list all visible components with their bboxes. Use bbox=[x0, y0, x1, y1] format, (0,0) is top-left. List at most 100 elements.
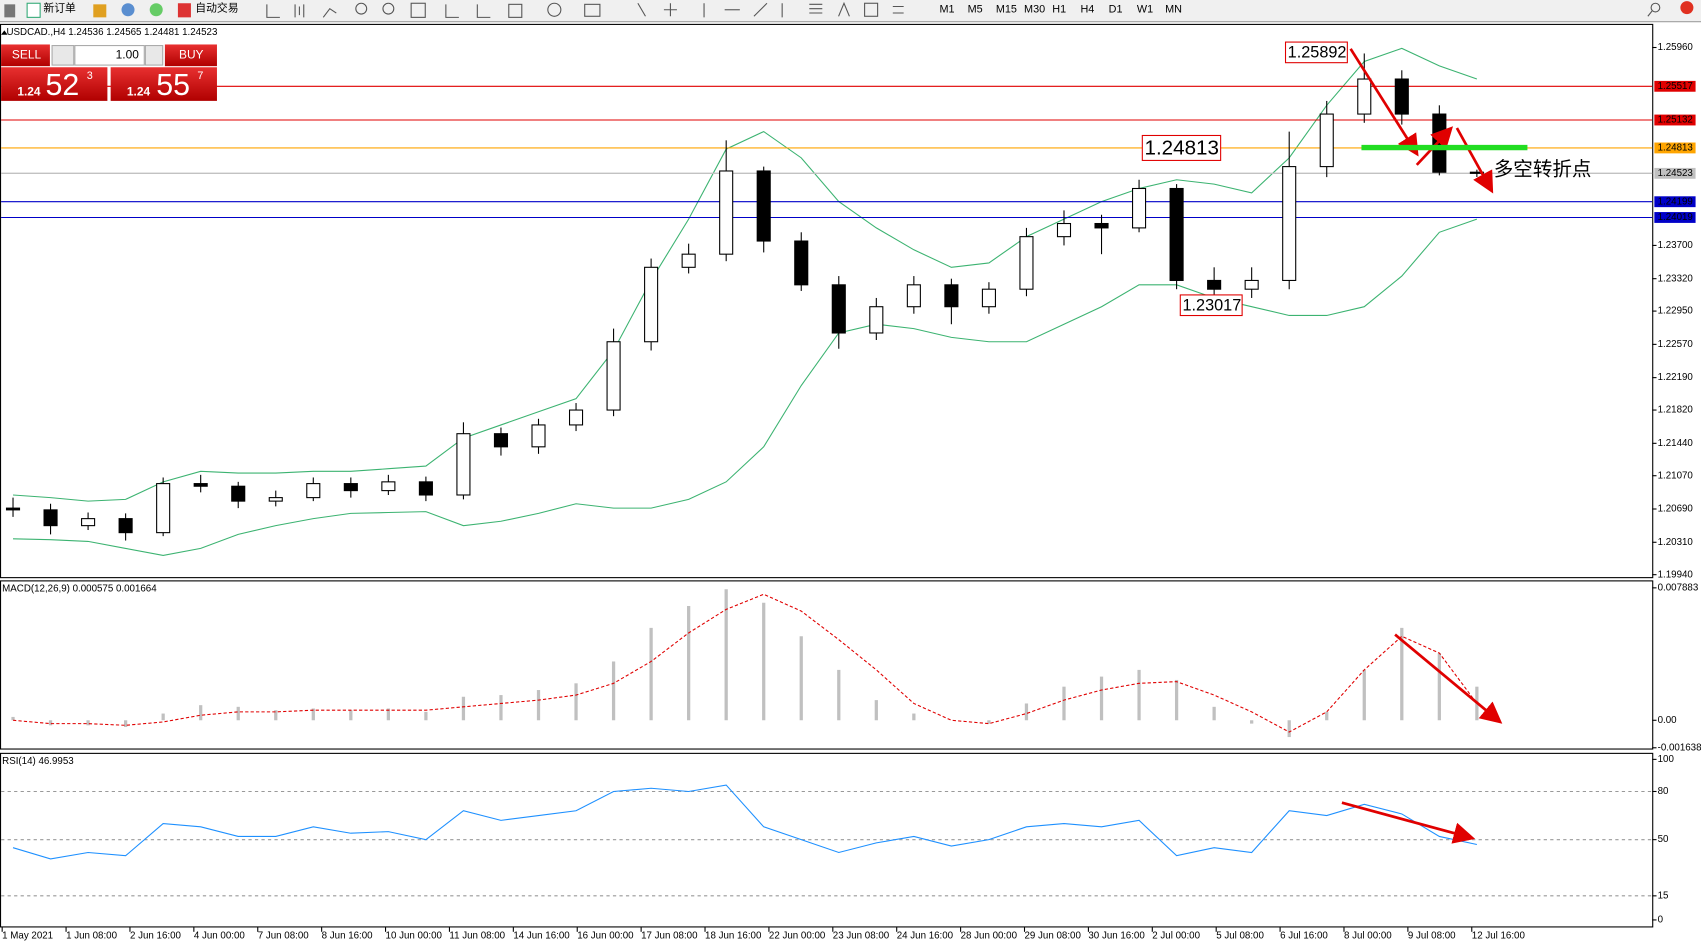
y-tick-label: 1.23700 bbox=[1658, 240, 1694, 251]
price-annotation-box bbox=[1141, 134, 1222, 161]
pivot-note: 多空转折点 bbox=[1494, 158, 1592, 180]
candle-body bbox=[1132, 187, 1147, 229]
x-tick-label: 17 Jun 08:00 bbox=[641, 931, 698, 942]
y-tick-label: 0.007883 bbox=[1658, 582, 1699, 593]
buy-price-box[interactable] bbox=[110, 67, 217, 101]
candle-body bbox=[381, 481, 396, 492]
price-level-tag bbox=[1654, 167, 1696, 179]
macd-signal bbox=[12, 593, 1478, 733]
sell-price-box[interactable] bbox=[1, 67, 108, 101]
price-level-label: 1.24813 bbox=[1658, 143, 1693, 154]
candle-body bbox=[869, 306, 884, 334]
x-tick-label: 14 Jun 16:00 bbox=[513, 931, 570, 942]
price-annotation-box bbox=[1179, 294, 1243, 317]
new-order-icon[interactable] bbox=[26, 2, 41, 18]
candle-body bbox=[831, 284, 846, 334]
lot-value[interactable]: 1.00 bbox=[116, 47, 140, 61]
candle-body bbox=[81, 518, 96, 527]
y-tick-label: 1.22190 bbox=[1658, 372, 1694, 383]
main-chart-frame bbox=[0, 23, 1654, 579]
new-order-button[interactable]: 新订单 bbox=[43, 1, 76, 15]
macd-frame bbox=[0, 580, 1654, 750]
lot-down[interactable] bbox=[51, 45, 75, 66]
price-level-tag bbox=[1654, 142, 1696, 154]
timeframe-button[interactable]: H4 bbox=[1080, 4, 1094, 16]
price-level-label: 1.24523 bbox=[1658, 168, 1693, 179]
rsi-title: RSI(14) 46.9953 bbox=[2, 756, 74, 767]
candle-body bbox=[568, 409, 584, 426]
candle-body bbox=[719, 170, 734, 255]
y-tick-label: 0.00 bbox=[1658, 715, 1678, 726]
timeframe-button[interactable]: M30 bbox=[1024, 4, 1045, 16]
toolbar-icon[interactable] bbox=[149, 3, 163, 17]
x-tick-label: 30 Jun 16:00 bbox=[1088, 931, 1145, 942]
auto-trading-button[interactable]: 自动交易 bbox=[195, 1, 238, 15]
timeframe-button[interactable]: D1 bbox=[1109, 4, 1123, 16]
candle-body bbox=[981, 288, 996, 308]
candle-body bbox=[493, 433, 509, 448]
annotation-arrows bbox=[1341, 48, 1503, 844]
y-tick-label: 1.25960 bbox=[1658, 42, 1694, 53]
candle-body bbox=[1169, 187, 1184, 281]
toolbar-icon[interactable] bbox=[121, 3, 135, 17]
toolbar-icon[interactable] bbox=[93, 4, 107, 18]
y-tick-label: 1.22570 bbox=[1658, 339, 1694, 350]
x-tick-label: 22 Jun 00:00 bbox=[769, 931, 826, 942]
x-tick-label: 11 Jun 08:00 bbox=[449, 931, 505, 942]
lot-input[interactable] bbox=[74, 45, 145, 66]
timeframe-button[interactable]: W1 bbox=[1137, 4, 1153, 16]
x-tick-label: 12 Jul 16:00 bbox=[1472, 931, 1526, 942]
candle-body bbox=[1319, 113, 1334, 168]
x-tick-label: 10 Jun 00:00 bbox=[386, 931, 443, 942]
plot-layer: 1.25960 1.23700 1.23320 1.22950 1.22570 1.221… bbox=[1, 41, 1701, 942]
timeframe-button[interactable]: MN bbox=[1165, 4, 1182, 16]
timeframe-button[interactable]: M5 bbox=[968, 4, 983, 16]
candle-body bbox=[456, 433, 471, 496]
timeframe-button[interactable]: M15 bbox=[996, 4, 1017, 16]
x-tick-label: 8 Jun 16:00 bbox=[322, 931, 374, 942]
bollinger-upper bbox=[12, 47, 1478, 502]
buy-button[interactable] bbox=[164, 44, 217, 67]
price-level-tag bbox=[1654, 114, 1696, 126]
candle-body bbox=[1056, 222, 1072, 238]
candle-body bbox=[1244, 279, 1259, 290]
x-tick-label: 18 Jun 16:00 bbox=[705, 931, 762, 942]
y-tick-label: 1.20690 bbox=[1658, 504, 1694, 515]
candle-body bbox=[531, 424, 546, 448]
x-tick-label: 24 Jun 16:00 bbox=[897, 931, 954, 942]
y-tick-label: 0 bbox=[1658, 915, 1664, 926]
y-tick-label: 1.22950 bbox=[1658, 306, 1694, 317]
price-annotation: 1.23017 bbox=[1182, 297, 1241, 315]
sell-label[interactable]: SELL bbox=[12, 47, 42, 61]
x-tick-label: 28 Jun 00:00 bbox=[961, 931, 1018, 942]
x-tick-label: 5 Jul 08:00 bbox=[1216, 931, 1264, 942]
candle-body bbox=[418, 481, 433, 496]
auto-trading-icon[interactable] bbox=[177, 3, 191, 18]
buy-label[interactable]: BUY bbox=[179, 47, 204, 61]
price-annotation: 1.25892 bbox=[1288, 44, 1347, 62]
candle-body bbox=[1282, 166, 1297, 281]
x-tick-label: 4 Jun 00:00 bbox=[194, 931, 246, 942]
price-level-label: 1.24019 bbox=[1658, 212, 1693, 223]
candle-body bbox=[118, 518, 133, 534]
candle-body bbox=[268, 497, 283, 502]
sell-button[interactable] bbox=[1, 44, 50, 67]
buy-big-figure: 1.24 bbox=[127, 84, 151, 98]
timeframe-button[interactable]: H1 bbox=[1052, 4, 1066, 16]
x-tick-label: 9 Jul 08:00 bbox=[1408, 931, 1456, 942]
candle-body bbox=[1094, 222, 1109, 229]
candle-body bbox=[681, 253, 696, 268]
y-tick-label: 1.21820 bbox=[1658, 405, 1694, 416]
price-level-label: 1.24199 bbox=[1658, 196, 1693, 207]
candle-body bbox=[43, 509, 58, 527]
lot-up[interactable] bbox=[144, 45, 164, 66]
y-tick-label: 1.21070 bbox=[1658, 470, 1694, 481]
toolbar-tools[interactable] bbox=[266, 1, 1661, 18]
candle-body bbox=[944, 284, 959, 308]
notification-badge[interactable] bbox=[1680, 1, 1694, 15]
timeframe-button[interactable]: M1 bbox=[939, 4, 954, 16]
rsi-line bbox=[12, 784, 1477, 860]
x-tick-label: 6 Jul 16:00 bbox=[1280, 931, 1328, 942]
y-tick-label: -0.001638 bbox=[1658, 742, 1701, 753]
